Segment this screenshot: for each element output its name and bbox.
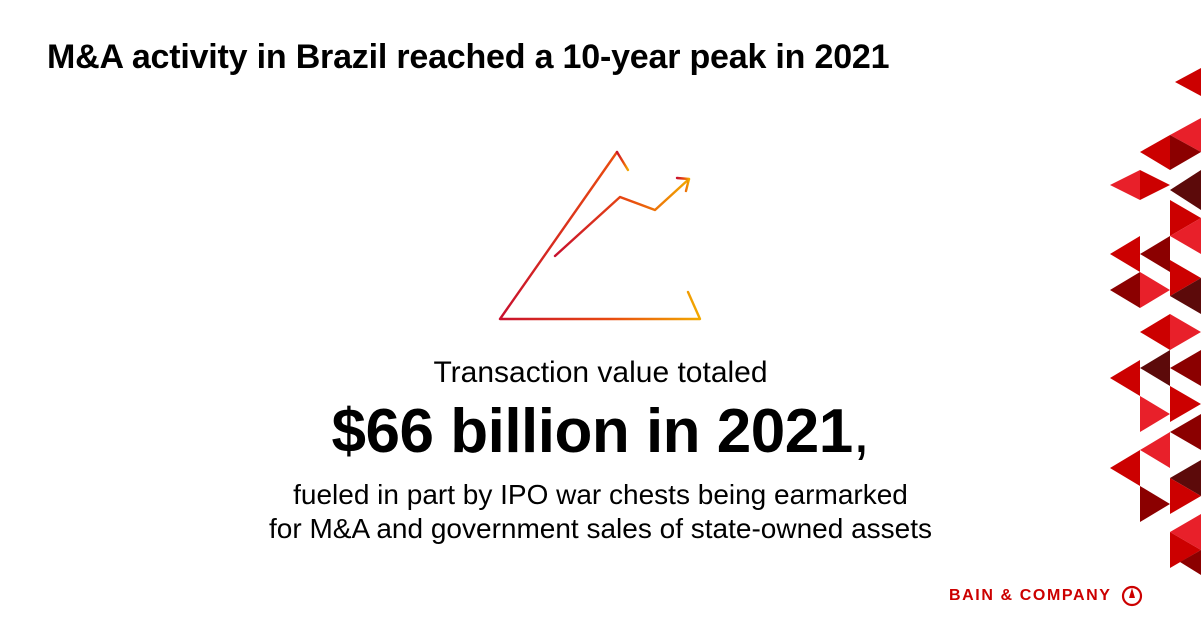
headline-value: $66 billion in 2021 [331,397,854,466]
page-title: M&A activity in Brazil reached a 10-year… [47,38,890,76]
bain-compass-logo-icon [1121,585,1142,607]
red-triangle-pattern [1110,68,1201,575]
body-line-2: for M&A and government sales of state-ow… [268,513,933,544]
lead-text: Transaction value totaled [433,356,768,389]
body-line-1: fueled in part by IPO war chests being e… [293,479,908,510]
brand-logo: BAIN & COMPANY [949,584,1144,608]
headline-comma: , [852,397,870,466]
body-text: fueled in part by IPO war chests being e… [0,478,1201,546]
headline-figure: $66 billion in 2021, [0,396,1201,467]
brand-name: BAIN & COMPANY [949,587,1112,604]
growth-chart-triangle-icon [498,150,702,321]
